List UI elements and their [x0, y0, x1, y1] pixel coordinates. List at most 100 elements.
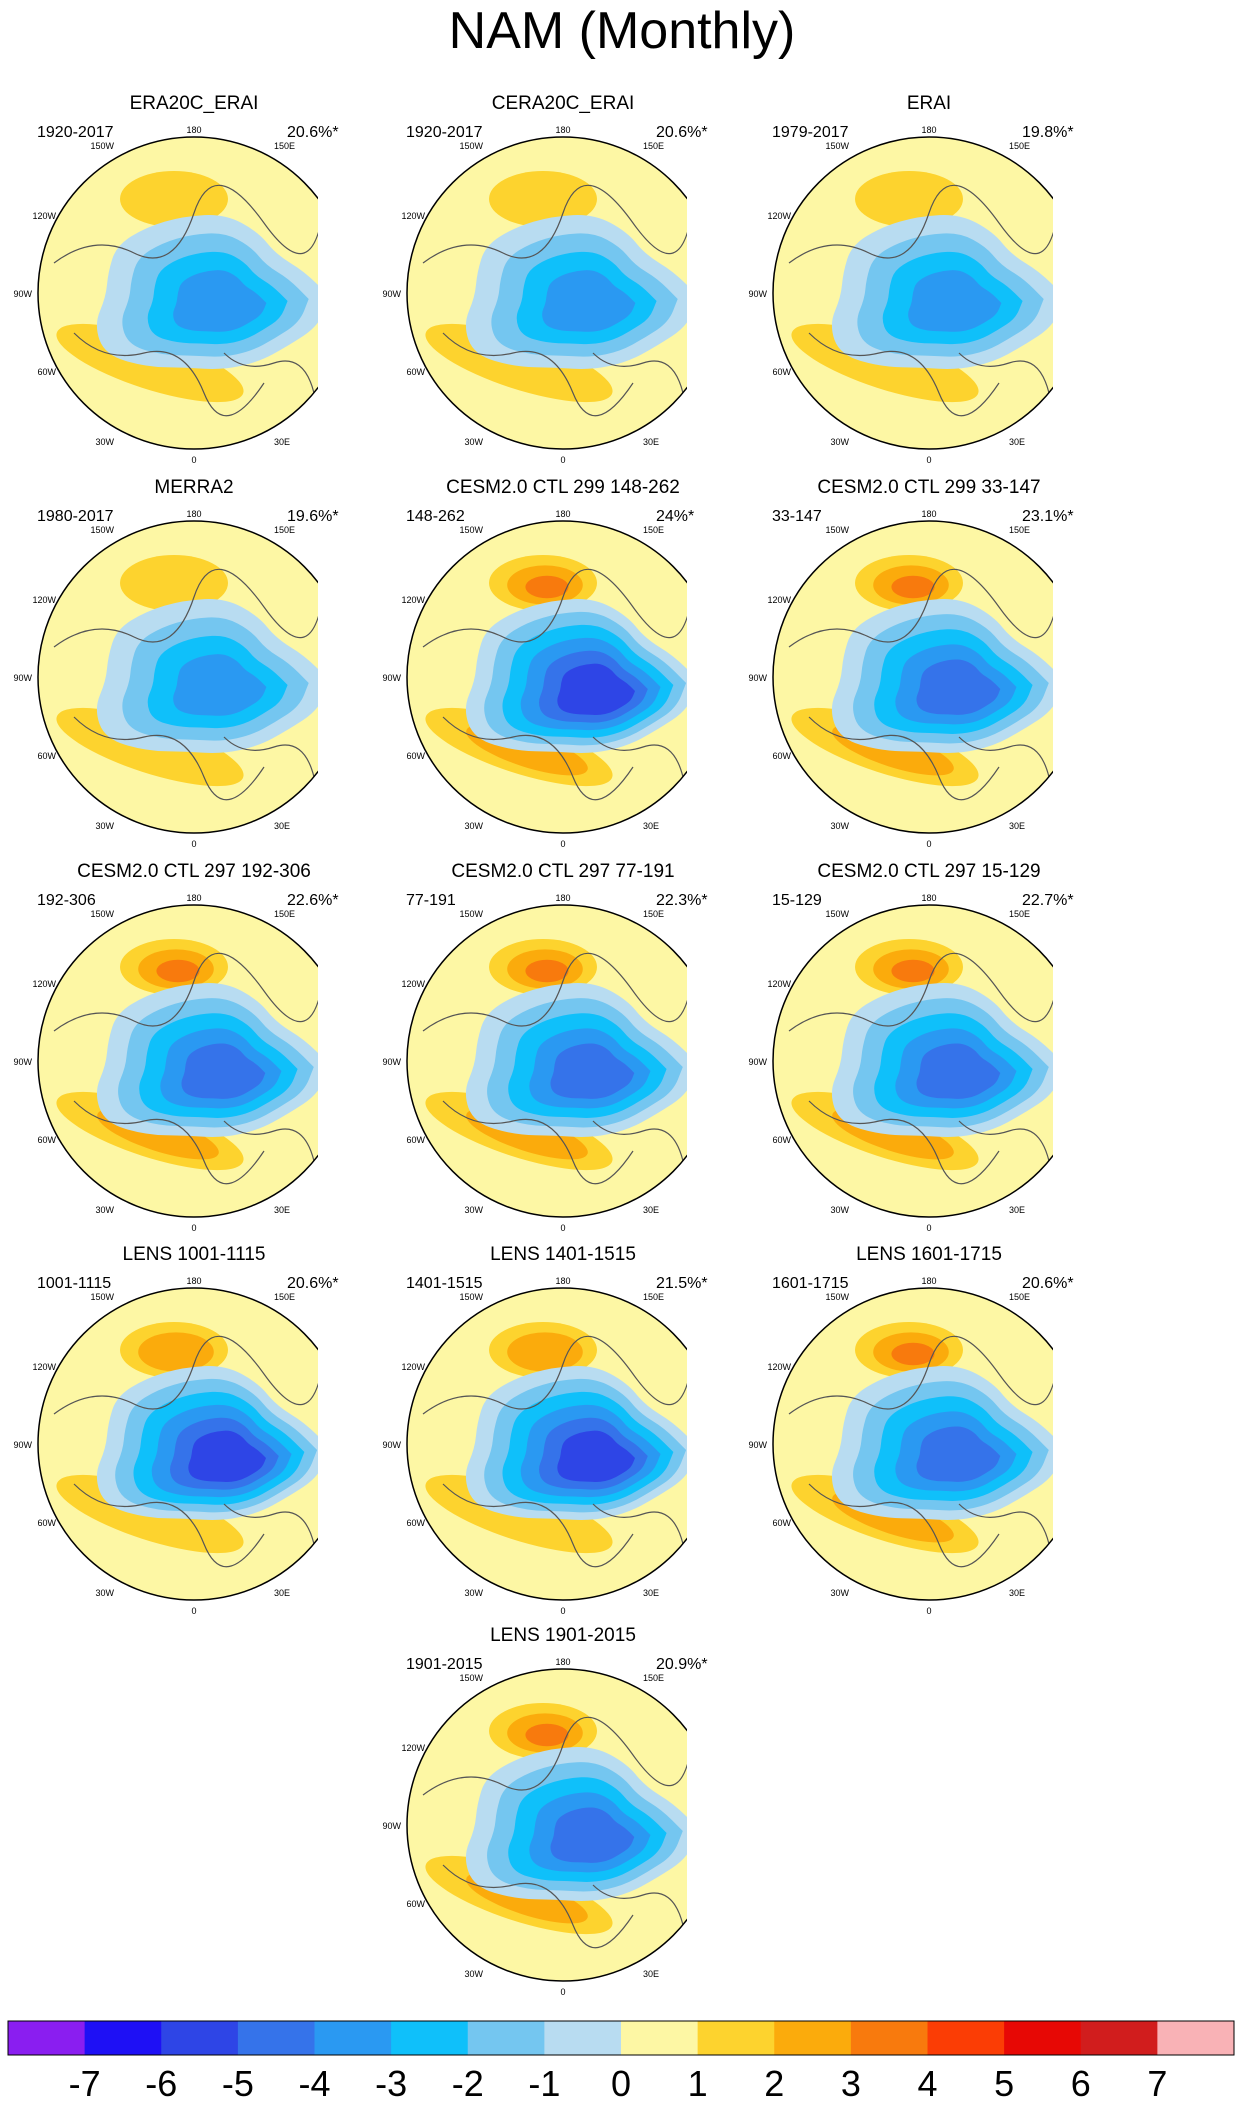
pacific-positive-contour: [891, 575, 935, 599]
panel-variance: 20.6%*: [656, 124, 708, 141]
longitude-label: 30E: [1009, 821, 1025, 831]
longitude-label: 180: [186, 893, 201, 903]
contour-field: [407, 1669, 687, 1981]
longitude-label: 60W: [406, 751, 425, 761]
map-boundary: [772, 520, 1053, 834]
longitude-label: 60W: [406, 1135, 425, 1145]
longitude-label: 60W: [406, 367, 425, 377]
longitude-label: 0: [560, 455, 565, 465]
colorbar-swatch: [544, 2021, 622, 2055]
map-panel: 1800150W150E120W120E90W90E60W60E30W30EER…: [681, 92, 1073, 467]
arctic-negative-contour: [557, 663, 635, 715]
longitude-label: 30E: [274, 821, 290, 831]
longitude-label: 180: [555, 893, 570, 903]
colorbar-swatch: [8, 2021, 86, 2055]
longitude-label: 150E: [1009, 909, 1030, 919]
longitude-label: 60W: [772, 1135, 791, 1145]
panel-title: ERAI: [906, 93, 952, 114]
contour-field: [773, 521, 1053, 833]
panel-years: 1901-2015: [406, 1656, 483, 1673]
panel-title: LENS 1601-1715: [856, 1244, 1002, 1265]
coastline: [53, 952, 318, 1185]
longitude-label: 150W: [459, 141, 483, 151]
longitude-label: 150W: [459, 909, 483, 919]
longitude-label: 90W: [382, 289, 401, 299]
panel-years: 1401-1515: [406, 1275, 483, 1292]
longitude-label: 90W: [382, 1821, 401, 1831]
longitude-label: 0: [926, 1223, 931, 1233]
panel-variance: 20.6%*: [287, 124, 339, 141]
panel-variance: 22.6%*: [287, 892, 339, 909]
longitude-label: 150W: [825, 1292, 849, 1302]
longitude-label: 180: [186, 125, 201, 135]
panel-variance: 20.6%*: [1022, 1275, 1074, 1292]
longitude-label: 180: [555, 1657, 570, 1667]
longitude-label: 60W: [772, 751, 791, 761]
arctic-negative-contour: [173, 270, 267, 332]
coastline: [788, 568, 1053, 801]
map-boundary: [772, 904, 1053, 1218]
map-panel: 1800150W150E120W120E90W90E60W60E30W30ECE…: [315, 476, 694, 851]
polar-map: 1800150W150E120W120E90W90E60W60E30W30E: [382, 893, 687, 1233]
panel-variance: 24%*: [656, 508, 695, 525]
colorbar-swatch: [467, 2021, 545, 2055]
arctic-negative-contour: [557, 1430, 635, 1482]
contour-field: [773, 1288, 1053, 1600]
longitude-label: 60W: [37, 1518, 56, 1528]
longitude-label: 30W: [95, 437, 114, 447]
longitude-label: 150W: [459, 1673, 483, 1683]
contour-field: [773, 905, 1053, 1217]
map-boundary: [772, 1287, 1053, 1601]
longitude-label: 180: [555, 1276, 570, 1286]
map-boundary: [772, 136, 1053, 450]
longitude-label: 30W: [95, 821, 114, 831]
map-panel: 1800150W150E120W120E90W90E60W60E30W30ELE…: [0, 1243, 338, 1618]
longitude-label: 0: [560, 839, 565, 849]
panel-title: MERRA2: [154, 477, 234, 498]
longitude-label: 90W: [382, 1057, 401, 1067]
panel-years: 192-306: [37, 892, 96, 909]
arctic-negative-contour: [550, 1043, 635, 1099]
longitude-label: 150W: [90, 909, 114, 919]
arctic-negative-contour: [188, 1430, 266, 1482]
coastline: [422, 952, 687, 1185]
longitude-label: 120W: [767, 1362, 791, 1372]
colorbar-tick-label: -5: [221, 2063, 254, 2104]
colorbar-swatch: [697, 2021, 775, 2055]
coastline: [422, 1716, 687, 1949]
longitude-label: 60W: [406, 1899, 425, 1909]
map-panel: 1800150W150E120W120E90W90E60W60E30W30ECE…: [315, 860, 707, 1235]
colorbar-swatch: [1080, 2021, 1158, 2055]
colorbar-swatch: [927, 2021, 1005, 2055]
pacific-positive-contour: [120, 171, 228, 227]
longitude-label: 30E: [274, 1205, 290, 1215]
longitude-label: 150E: [274, 1292, 295, 1302]
longitude-label: 150E: [274, 141, 295, 151]
longitude-label: 120W: [32, 1362, 56, 1372]
panel-variance: 23.1%*: [1022, 508, 1074, 525]
longitude-label: 90W: [748, 1057, 767, 1067]
map-panel: 1800150W150E120W120E90W90E60W60E30W30EME…: [0, 476, 338, 851]
coastline: [53, 184, 318, 417]
panel-variance: 22.7%*: [1022, 892, 1074, 909]
longitude-label: 30E: [1009, 437, 1025, 447]
longitude-label: 30E: [643, 821, 659, 831]
longitude-label: 180: [555, 509, 570, 519]
longitude-label: 150E: [1009, 1292, 1030, 1302]
map-boundary: [406, 1287, 687, 1601]
longitude-label: 120W: [401, 1743, 425, 1753]
longitude-label: 30W: [830, 1205, 849, 1215]
polar-map: 1800150W150E120W120E90W90E60W60E30W30E: [382, 1276, 687, 1616]
pacific-positive-contour: [156, 959, 200, 983]
longitude-label: 30W: [464, 1969, 483, 1979]
coastline: [422, 184, 687, 417]
map-panel: 1800150W150E120W120E90W90E60W60E30W30ECE…: [681, 476, 1073, 851]
longitude-label: 90W: [748, 1440, 767, 1450]
longitude-label: 30E: [274, 1588, 290, 1598]
colorbar-swatch: [621, 2021, 699, 2055]
map-boundary: [37, 904, 318, 1218]
map-boundary: [406, 904, 687, 1218]
longitude-label: 120W: [32, 979, 56, 989]
